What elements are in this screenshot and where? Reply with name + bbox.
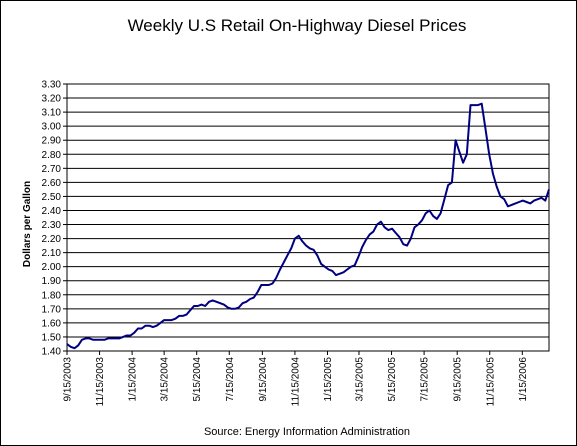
y-tick-label: 1.80	[42, 290, 62, 301]
y-tick-label: 3.00	[42, 122, 62, 133]
plot-area-border	[66, 83, 550, 352]
x-tick-label: 9/15/2003	[63, 357, 74, 402]
y-tick-label: 2.30	[42, 220, 62, 231]
y-tick-label: 3.30	[42, 80, 62, 91]
y-tick-label: 2.90	[42, 136, 62, 147]
y-tick-label: 2.10	[42, 248, 62, 259]
y-tick-label: 1.40	[42, 347, 62, 358]
x-tick-label: 7/15/2005	[420, 357, 431, 402]
x-tick-label: 11/15/2005	[485, 357, 496, 407]
x-tick-label: 9/15/2005	[453, 357, 464, 402]
y-tick-label: 2.20	[42, 234, 62, 245]
source-note: Source: Energy Information Administratio…	[204, 426, 410, 438]
x-tick-label: 1/15/2006	[518, 357, 529, 402]
x-tick-label: 3/15/2004	[160, 357, 171, 402]
x-tick-label: 1/15/2005	[323, 357, 334, 402]
x-tick-label: 1/15/2004	[128, 357, 139, 402]
y-axis-ticks: 1.40 1.50 1.60 1.70 1.80 1.90 2.00 2.10 2.20 2.30…	[42, 80, 67, 358]
chart-title: Weekly U.S Retail On-Highway Diesel Pric…	[128, 16, 467, 35]
x-tick-label: 5/15/2005	[387, 357, 398, 402]
y-tick-label: 1.70	[42, 304, 62, 315]
y-tick-label: 3.20	[42, 94, 62, 105]
y-tick-label: 2.50	[42, 192, 62, 203]
y-tick-label: 2.60	[42, 178, 62, 189]
x-tick-label: 11/15/2003	[95, 357, 106, 407]
y-tick-label: 2.00	[42, 262, 62, 273]
x-tick-label: 3/15/2005	[354, 357, 365, 402]
y-tick-label: 1.60	[42, 318, 62, 329]
y-tick-label: 2.40	[42, 206, 62, 217]
y-tick-label: 1.90	[42, 276, 62, 287]
y-tick-label: 3.10	[42, 108, 62, 119]
y-tick-label: 2.80	[42, 150, 62, 161]
x-tick-label: 5/15/2004	[192, 357, 203, 402]
y-tick-label: 2.70	[42, 164, 62, 175]
x-tick-label: 11/15/2004	[290, 357, 301, 407]
y-axis-title: Dollars per Gallon	[22, 181, 33, 267]
y-tick-label: 1.50	[42, 332, 62, 343]
x-tick-label: 7/15/2004	[225, 357, 236, 402]
x-axis-ticks: 9/15/2003 11/15/2003 1/15/2004 3/15/2004 5/1…	[63, 351, 529, 406]
x-tick-label: 9/15/2004	[258, 357, 269, 402]
gridlines	[67, 83, 549, 352]
series-line-diesel-price	[66, 102, 550, 350]
